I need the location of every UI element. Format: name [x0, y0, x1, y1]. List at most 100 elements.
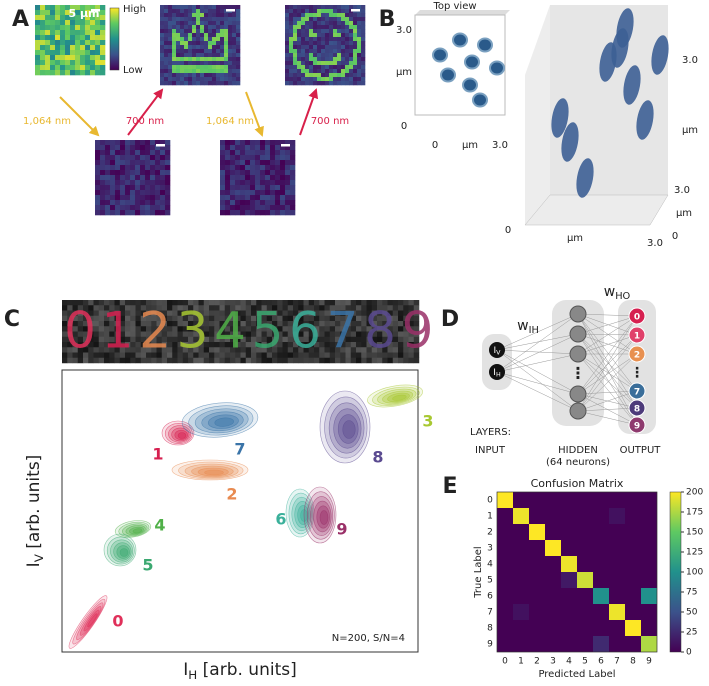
pixel: [220, 160, 226, 166]
pixel: [145, 150, 151, 156]
pixel: [329, 73, 334, 78]
noise-pixel: [308, 315, 315, 322]
noise-pixel: [308, 310, 315, 316]
contour: [116, 545, 130, 559]
pixel: [65, 30, 71, 36]
noise-pixel: [277, 352, 283, 358]
pixel: [55, 40, 61, 46]
pixel: [345, 33, 350, 38]
pixel: [337, 9, 342, 14]
noise-pixel: [88, 321, 94, 327]
noise-pixel: [209, 321, 215, 327]
matrix-cell: [577, 508, 593, 524]
pixel: [361, 13, 366, 18]
noise-pixel: [245, 352, 252, 358]
matrix-cell: [593, 588, 609, 604]
noise-pixel: [277, 331, 283, 337]
pixel: [192, 77, 197, 82]
noise-pixel: [146, 336, 152, 343]
noise-pixel: [287, 336, 294, 343]
noise-pixel: [382, 336, 388, 343]
noise-pixel: [303, 347, 309, 353]
pixel: [228, 77, 233, 82]
pixel: [349, 49, 354, 54]
edge: [577, 353, 638, 426]
pixel: [224, 21, 229, 26]
pixel: [345, 5, 350, 10]
noise-pixel: [366, 331, 372, 337]
pixel: [200, 13, 205, 18]
y-tick-label: 6: [487, 592, 493, 602]
pixel: [313, 65, 318, 70]
noise-pixel: [324, 310, 330, 316]
noise-pixel: [366, 347, 372, 353]
pixel: [180, 13, 185, 18]
noise-pixel: [193, 321, 199, 327]
noise-pixel: [308, 331, 315, 337]
noise-pixel: [413, 300, 420, 306]
edge: [577, 353, 638, 412]
pixel: [265, 190, 271, 196]
output-label: 1: [634, 332, 640, 342]
noise-pixel: [198, 300, 204, 306]
noise-pixel: [209, 310, 215, 316]
pixel: [100, 30, 106, 36]
cluster-label: 3: [422, 412, 433, 431]
noise-pixel: [146, 357, 152, 364]
noise-pixel: [345, 310, 351, 316]
noise-pixel: [240, 336, 246, 343]
pixel: [208, 25, 213, 30]
pixel: [90, 35, 96, 41]
x-axis-label-sub: H: [188, 668, 197, 682]
pixel: [204, 5, 209, 10]
matrix-cell: [625, 620, 641, 636]
pixel: [40, 10, 46, 16]
pixel: [349, 77, 354, 82]
pixel: [180, 57, 185, 62]
noise-pixel: [361, 336, 367, 343]
noise-pixel: [167, 326, 173, 332]
pixel: [245, 195, 251, 201]
noise-pixel: [109, 331, 115, 337]
pixel: [285, 73, 290, 78]
inset-x-tick: 0: [432, 140, 438, 151]
pixel: [337, 49, 342, 54]
pixel: [228, 57, 233, 62]
pixel: [293, 29, 298, 34]
pixel: [313, 61, 318, 66]
pixel: [90, 70, 96, 76]
noise-pixel: [251, 300, 257, 306]
pixel: [140, 185, 146, 191]
pixel: [85, 5, 91, 11]
pixel: [100, 55, 106, 61]
noise-pixel: [130, 357, 136, 364]
pixel: [337, 81, 342, 86]
pixel: [176, 29, 181, 34]
pixel: [150, 180, 156, 186]
noise-pixel: [245, 331, 252, 337]
pixel: [164, 45, 169, 50]
pixel: [180, 33, 185, 38]
noise-pixel: [245, 321, 252, 327]
pixel: [290, 180, 296, 186]
pixel: [297, 29, 302, 34]
pixel: [313, 25, 318, 30]
noise-pixel: [156, 305, 162, 311]
pixel: [225, 200, 231, 206]
noise-pixel: [272, 357, 278, 364]
pixel: [115, 180, 121, 186]
noise-pixel: [398, 310, 404, 316]
noise-pixel: [109, 342, 115, 348]
noise-pixel: [335, 347, 341, 353]
pixel: [192, 61, 197, 66]
contour: [342, 420, 356, 439]
noise-pixel: [62, 357, 68, 364]
noise-pixel: [188, 331, 194, 337]
matrix-cell: [561, 588, 577, 604]
noise-pixel: [314, 305, 320, 311]
pixel: [168, 69, 173, 74]
output-label: 0: [634, 313, 640, 323]
pixel: [357, 37, 362, 42]
pixel: [297, 5, 302, 10]
pixel: [160, 57, 165, 62]
